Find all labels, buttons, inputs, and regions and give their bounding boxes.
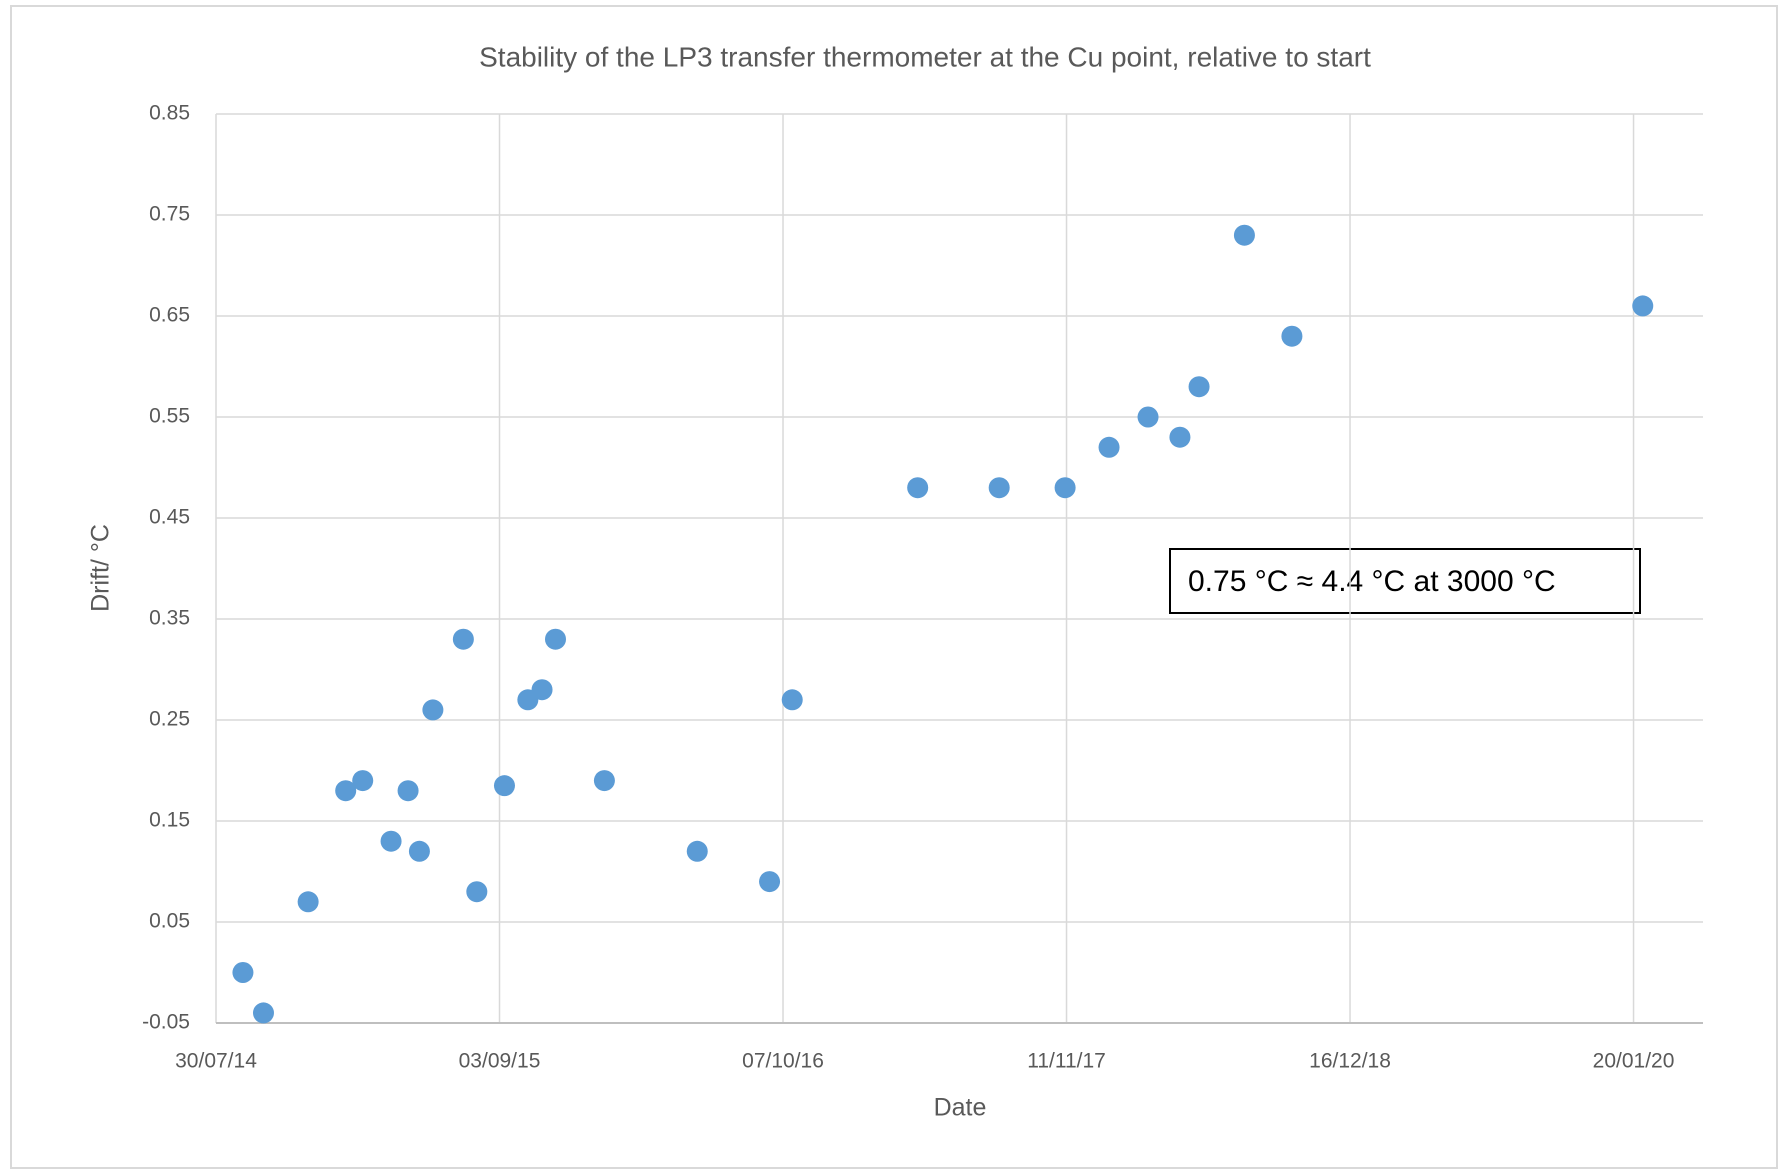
point xyxy=(380,830,402,852)
chart-title: Stability of the LP3 transfer thermomete… xyxy=(479,41,1371,72)
point xyxy=(397,780,419,802)
point xyxy=(422,699,444,721)
y-tick-label: 0.15 xyxy=(149,809,190,832)
point xyxy=(466,881,488,903)
annotation-box xyxy=(1169,548,1641,614)
points xyxy=(232,224,1654,1024)
point xyxy=(408,840,430,862)
x-tick-label: 11/11/17 xyxy=(1027,1050,1106,1073)
point xyxy=(1281,325,1303,347)
point xyxy=(1169,426,1191,448)
annotation: 0.75 °C ≈ 4.4 °C at 3000 °C xyxy=(1188,565,1556,598)
y-tick-label: -0.05 xyxy=(142,1011,190,1034)
x-tick-label: 16/12/18 xyxy=(1309,1050,1391,1073)
point xyxy=(1098,436,1120,458)
point xyxy=(988,477,1010,499)
y-tick-label: 0.35 xyxy=(149,607,190,630)
y-axis-title: Drift/ °C xyxy=(87,524,115,612)
point xyxy=(352,770,374,792)
point xyxy=(593,770,615,792)
point xyxy=(907,477,929,499)
x-tick-label: 03/09/15 xyxy=(459,1050,541,1073)
point xyxy=(335,780,357,802)
point xyxy=(781,689,803,711)
y-tick-label: 0.25 xyxy=(149,708,190,731)
point xyxy=(531,679,553,701)
x-tick-label: 30/07/14 xyxy=(175,1050,257,1073)
y-tick-label: 0.45 xyxy=(149,506,190,529)
point xyxy=(232,962,254,983)
point xyxy=(493,775,515,797)
y-tick-label: 0.75 xyxy=(149,203,190,226)
point xyxy=(1137,406,1159,428)
y-tick-label: 0.85 xyxy=(149,102,190,125)
point xyxy=(452,628,474,650)
point xyxy=(686,840,708,862)
point xyxy=(1632,295,1654,317)
point xyxy=(297,891,319,913)
grid: -0.05 0.05 0.15 0.25 0.35 0.45 0.55 0.65 0.75 0.8… xyxy=(142,102,1703,1073)
y-tick-label: 0.55 xyxy=(149,405,190,428)
x-tick-label: 07/10/16 xyxy=(742,1050,824,1073)
point xyxy=(1233,224,1255,246)
y-tick-label: 0.65 xyxy=(149,304,190,327)
point xyxy=(252,1002,274,1024)
point xyxy=(1188,376,1210,398)
x-tick-label: 20/01/20 xyxy=(1593,1050,1675,1073)
point xyxy=(1054,477,1076,499)
x-axis-title: Date xyxy=(934,1094,987,1122)
point xyxy=(545,628,567,650)
point xyxy=(759,871,781,893)
y-tick-label: 0.05 xyxy=(149,910,190,933)
